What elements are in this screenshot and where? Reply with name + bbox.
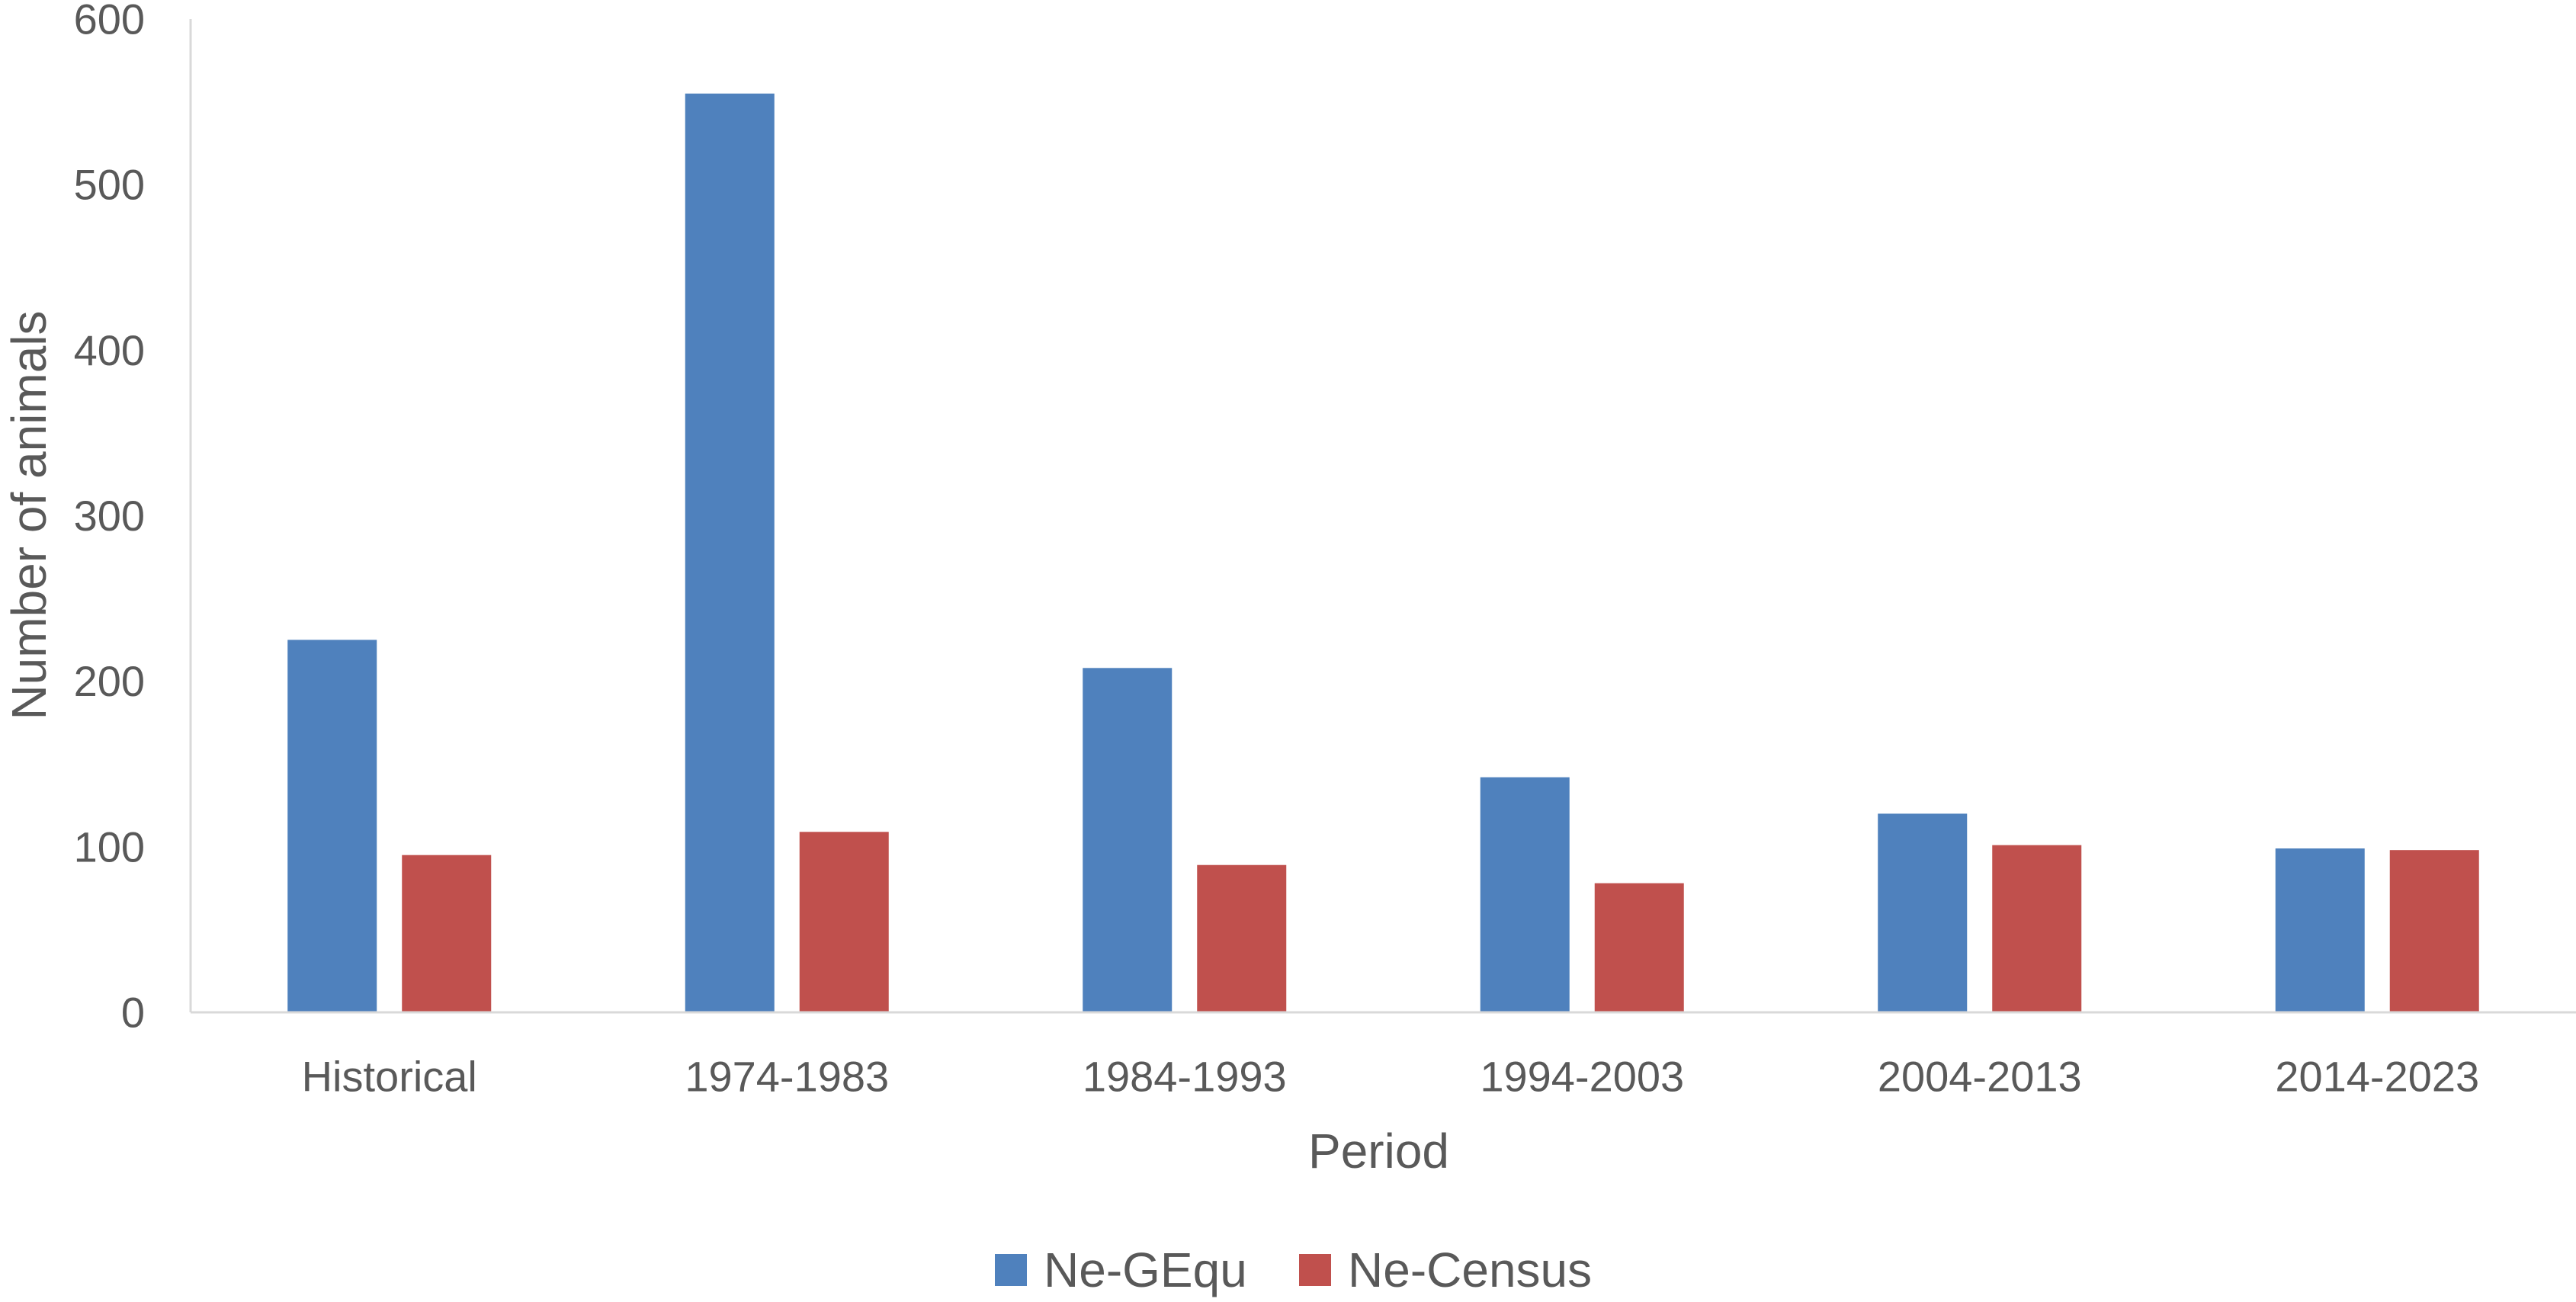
legend-swatch <box>1299 1254 1331 1286</box>
y-tick-label: 0 <box>121 989 145 1037</box>
legend-label: Ne-GEqu <box>1044 1243 1247 1297</box>
y-tick-label: 400 <box>74 326 145 374</box>
y-tick-label: 600 <box>74 0 145 43</box>
bar-ne-gequ <box>1878 813 1968 1012</box>
x-tick-label: 2014-2023 <box>2275 1053 2479 1101</box>
bar-ne-census <box>1992 845 2082 1012</box>
y-tick-label: 300 <box>74 492 145 540</box>
axes-layer <box>189 19 2576 1014</box>
bar-ne-census <box>1197 864 1287 1012</box>
bar-ne-gequ <box>1480 777 1570 1012</box>
legend-label: Ne-Census <box>1348 1243 1592 1297</box>
y-tick-label: 200 <box>74 657 145 705</box>
bar-ne-gequ <box>287 640 377 1012</box>
bar-ne-census <box>402 855 492 1012</box>
legend: Ne-GEqu Ne-Census <box>995 1243 1592 1297</box>
bar-ne-gequ <box>685 93 775 1013</box>
x-tick-label: 1984-1993 <box>1083 1053 1287 1101</box>
legend-item: Ne-Census <box>1299 1243 1592 1297</box>
legend-item: Ne-GEqu <box>995 1243 1247 1297</box>
x-tick-label: Historical <box>302 1053 477 1101</box>
x-tick-label: 1974-1983 <box>685 1053 889 1101</box>
bar-ne-census <box>1594 883 1684 1012</box>
x-axis-title: Period <box>1308 1124 1449 1179</box>
bars-layer <box>287 93 2479 1013</box>
x-tick-label: 2004-2013 <box>1878 1053 2082 1101</box>
y-tick-label: 100 <box>74 823 145 871</box>
bar-ne-census <box>2389 850 2479 1012</box>
x-tick-labels: Historical 1974-1983 1984-1993 1994-2003 200… <box>302 1053 2480 1101</box>
x-tick-label: 1994-2003 <box>1480 1053 1684 1101</box>
legend-swatch <box>995 1254 1027 1286</box>
bar-ne-census <box>799 832 889 1012</box>
bar-ne-gequ <box>2275 848 2365 1012</box>
bar-ne-gequ <box>1083 668 1173 1012</box>
y-axis-title: Number of animals <box>2 310 56 720</box>
y-tick-label: 500 <box>74 161 145 209</box>
y-tick-labels: 0 100 200 300 400 500 600 <box>74 0 145 1037</box>
